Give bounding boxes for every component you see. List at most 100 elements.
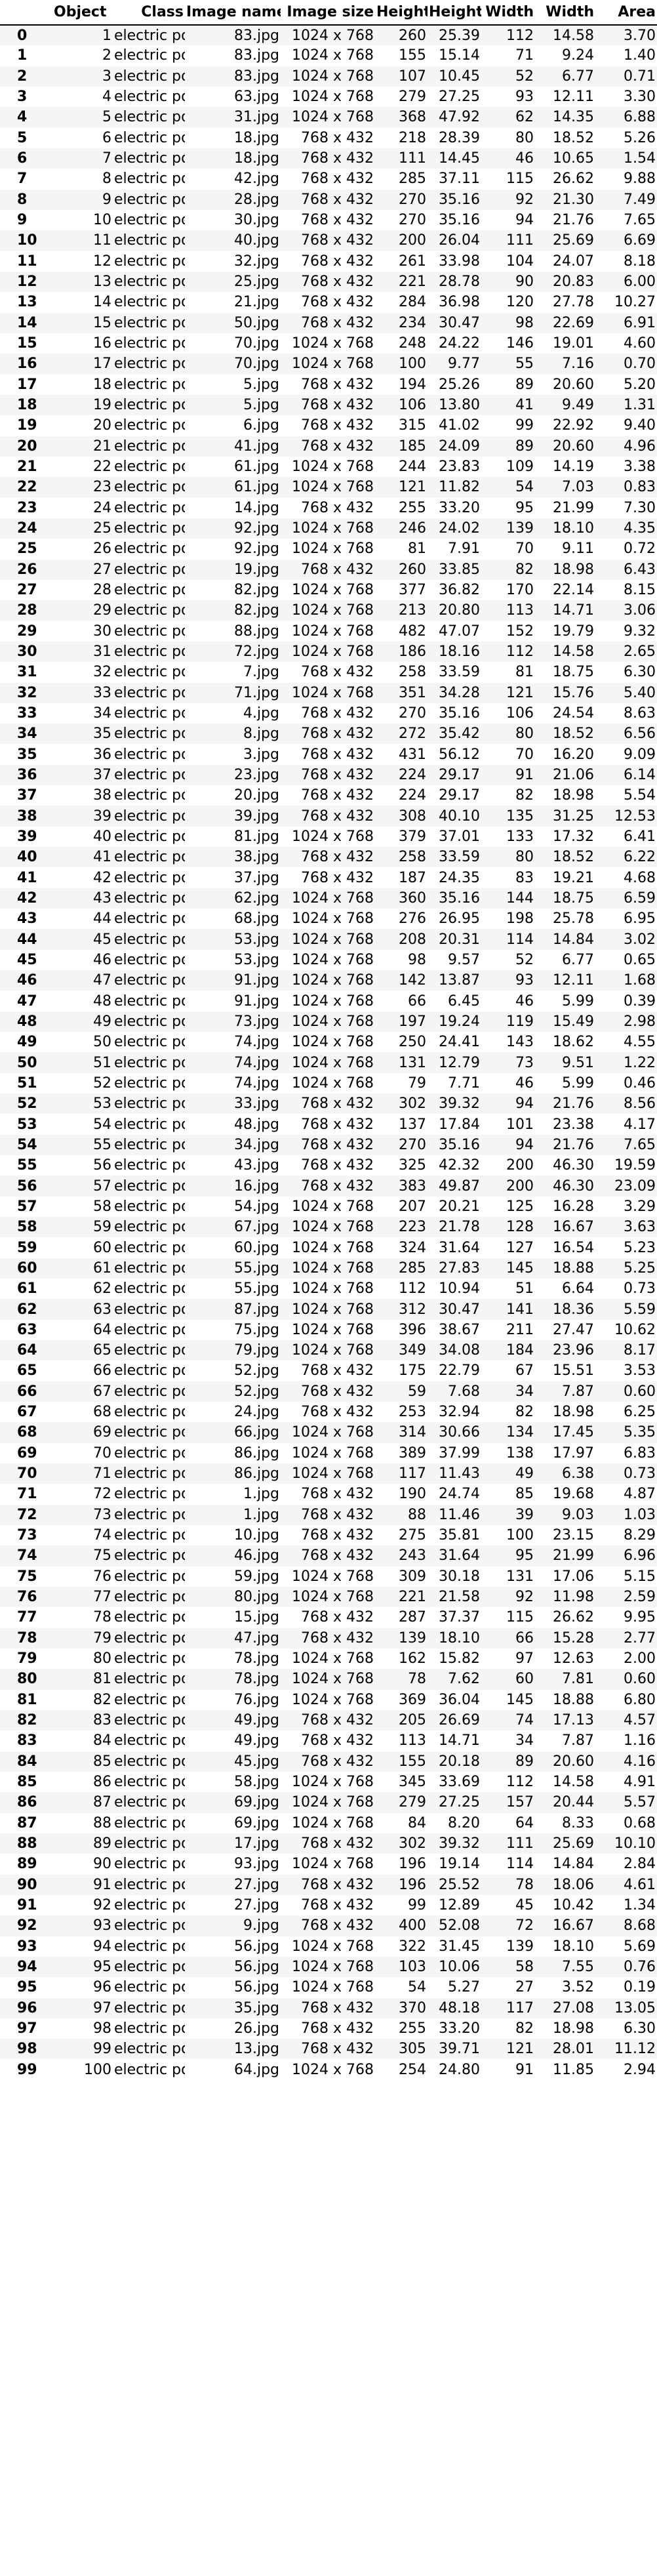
class-cell: electric pole	[113, 2039, 185, 2060]
row-index: 41	[17, 869, 37, 886]
height-pct-cell: 47.92	[428, 107, 481, 128]
width-pct-cell: 18.10	[535, 518, 595, 539]
class-cell: electric pole	[113, 148, 185, 169]
image-size-cell: 1024 x 768	[281, 1463, 375, 1484]
height-pct-cell: 33.59	[428, 847, 481, 868]
class-cell: electric pole	[113, 394, 185, 416]
width-pct-cell: 15.76	[535, 682, 595, 703]
height-px-cell: 139	[375, 1627, 428, 1648]
image-name-cell: 92.jpg	[185, 518, 281, 539]
class-cell: electric pole	[113, 600, 185, 621]
area-cell: 0.60	[595, 1669, 657, 1690]
image-size-cell: 768 x 432	[281, 1627, 375, 1648]
row-index: 40	[0, 847, 52, 868]
width-pct-cell: 18.36	[535, 1299, 595, 1320]
area-cell: 0.70	[595, 354, 657, 375]
image-name-cell: 49.jpg	[185, 1709, 281, 1731]
width-pct-cell: 19.79	[553, 623, 594, 640]
image-name-cell: 83.jpg	[185, 66, 281, 87]
height-px-cell: 190	[399, 1486, 426, 1503]
class-cell: electric pole	[114, 1239, 185, 1256]
image-size-cell: 768 x 432	[281, 312, 375, 333]
object-id-cell: 76	[93, 1568, 111, 1585]
image-name-cell: 80.jpg	[185, 1586, 281, 1608]
row-index: 15	[17, 335, 37, 352]
width-pct-cell: 20.44	[535, 1792, 595, 1813]
width-pct-cell: 10.65	[535, 148, 595, 169]
height-pct-cell: 20.31	[428, 929, 481, 950]
object-id-cell: 97	[52, 1997, 113, 2018]
height-pct-cell: 34.08	[428, 1340, 481, 1361]
area-cell: 6.59	[595, 888, 657, 909]
header-object-id: Object ID	[52, 0, 113, 26]
width-px-cell: 91	[481, 764, 535, 786]
height-px-cell: 79	[408, 1074, 426, 1092]
object-id-cell: 94	[93, 1938, 111, 1955]
area-cell: 5.20	[624, 376, 656, 393]
row-index: 48	[0, 1011, 52, 1032]
image-size-cell: 1024 x 768	[281, 1586, 375, 1608]
object-id-cell: 87	[52, 1792, 113, 1813]
height-px-cell: 194	[399, 376, 426, 393]
class-cell: electric pole	[114, 992, 185, 1010]
height-px-cell: 258	[399, 664, 426, 681]
height-px-cell: 207	[399, 1198, 426, 1215]
height-px-cell: 137	[399, 1116, 426, 1133]
row-index: 26	[0, 559, 52, 580]
width-px-cell: 93	[515, 89, 534, 106]
image-name-cell: 93.jpg	[233, 1856, 279, 1873]
image-size-cell: 1024 x 768	[292, 1280, 374, 1298]
object-id-cell: 48	[93, 992, 111, 1010]
width-pct-cell: 15.28	[535, 1627, 595, 1648]
image-size-cell: 1024 x 768	[281, 1792, 375, 1813]
image-size-cell: 1024 x 768	[281, 518, 375, 539]
object-id-cell: 27	[52, 559, 113, 580]
image-name-cell: 73.jpg	[185, 1011, 281, 1032]
object-id-cell: 34	[93, 705, 111, 722]
width-px-cell: 125	[506, 1198, 534, 1215]
height-px-cell: 112	[399, 1280, 426, 1298]
width-pct-cell: 9.49	[535, 394, 595, 416]
data-table: Object ID Class Image name Image size He…	[0, 0, 657, 2078]
width-px-cell: 46	[515, 1074, 534, 1092]
object-id-cell: 14	[93, 294, 111, 311]
object-id-cell: 5	[52, 107, 113, 128]
height-px-cell: 312	[375, 1299, 428, 1320]
class-cell: electric pole	[114, 376, 185, 393]
height-px-cell: 246	[375, 518, 428, 539]
height-pct-cell: 27.83	[428, 1257, 481, 1279]
object-id-cell: 11	[52, 230, 113, 251]
image-name-cell: 63.jpg	[233, 89, 279, 106]
image-size-cell: 1024 x 768	[281, 107, 375, 128]
row-index: 0	[0, 25, 52, 46]
height-pct-cell: 36.98	[439, 294, 480, 311]
image-name-cell: 4.jpg	[243, 705, 279, 722]
class-cell: electric pole	[113, 1299, 185, 1320]
header-image-name: Image name	[185, 0, 281, 26]
height-pct-cell: 33.69	[439, 1774, 480, 1791]
image-size-cell: 1024 x 768	[292, 623, 374, 640]
height-px-cell: 431	[399, 746, 426, 763]
area-cell: 5.35	[595, 1422, 657, 1443]
class-cell: electric pole	[114, 910, 185, 928]
height-pct-cell: 14.71	[439, 1732, 480, 1749]
row-index: 63	[17, 1321, 37, 1338]
image-name-cell: 1.jpg	[243, 1486, 279, 1503]
area-cell: 3.38	[624, 459, 656, 476]
height-px-cell: 243	[375, 1545, 428, 1566]
image-name-cell: 70.jpg	[185, 354, 281, 375]
object-id-cell: 9	[52, 189, 113, 210]
area-cell: 9.95	[624, 1609, 656, 1626]
image-name-cell: 72.jpg	[185, 641, 281, 663]
